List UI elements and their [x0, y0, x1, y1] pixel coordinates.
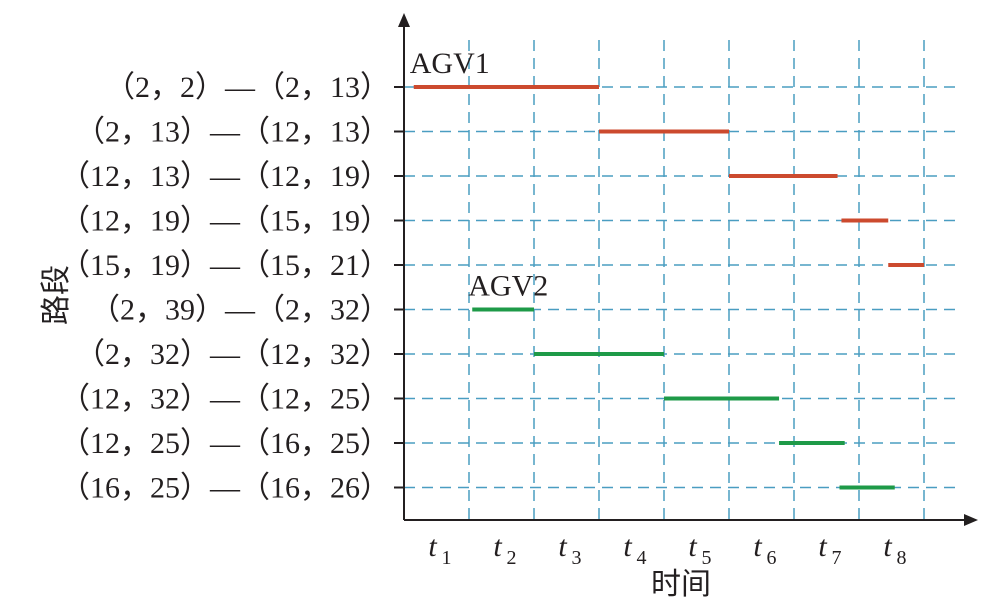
agv-schedule-bars: [413, 85, 924, 490]
row-label: （12，25）—（16，25）: [60, 427, 390, 460]
x-tick-label: t: [753, 530, 762, 563]
x-tick-label: t: [493, 530, 502, 563]
x-tick-label: t: [428, 530, 437, 563]
grid-lines: [404, 40, 955, 520]
row-label: （12，32）—（12，25）: [60, 383, 390, 416]
row-label: （2，39）—（2，32）: [90, 294, 390, 327]
series-label: AGV2: [468, 270, 548, 303]
x-tick-subscript: 8: [897, 547, 907, 569]
x-tick-label: t: [688, 530, 697, 563]
row-label: （2，13）—（12，13）: [75, 116, 390, 149]
x-tick-label: t: [883, 530, 892, 563]
y-axis-title-group: 路段: [39, 265, 74, 325]
x-tick-label: t: [558, 530, 567, 563]
series-label: AGV1: [410, 47, 490, 80]
axes: [398, 13, 978, 526]
x-tick-label: t: [818, 530, 827, 563]
x-axis-arrow-icon: [964, 514, 978, 526]
x-tick-subscript: 7: [832, 547, 842, 569]
x-tick-subscript: 4: [637, 547, 647, 569]
row-label: （2，2）—（2，13）: [105, 71, 390, 104]
series-labels: AGV1 AGV2: [410, 47, 549, 303]
x-tick-subscript: 3: [572, 547, 582, 569]
row-label: （12，19）—（15，19）: [60, 205, 390, 238]
x-tick-subscript: 2: [507, 547, 517, 569]
y-axis-arrow-icon: [398, 13, 410, 27]
row-label: （16，25）—（16，26）: [60, 472, 390, 505]
x-tick-subscript: 6: [767, 547, 777, 569]
x-tick-subscript: 1: [442, 547, 452, 569]
x-tick-subscript: 5: [702, 547, 712, 569]
row-label: （12，13）—（12，19）: [60, 160, 390, 193]
row-label: （2，32）—（12，32）: [75, 338, 390, 371]
x-tick-label: t: [623, 530, 632, 563]
x-axis-title: 时间: [651, 567, 711, 602]
row-label: （15，19）—（15，21）: [60, 249, 390, 282]
y-axis-title: 路段: [39, 265, 74, 325]
row-labels: （2，2）—（2，13） （2，13）—（12，13） （12，13）—（12，19…: [60, 71, 404, 505]
